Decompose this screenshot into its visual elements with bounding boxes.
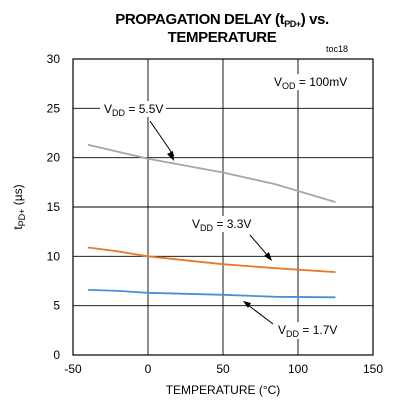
grid (73, 59, 373, 355)
annotation-arrowhead (167, 151, 174, 161)
series-line-1 (87, 246, 336, 273)
plot-area-border (72, 58, 374, 356)
tick-labels: -50 0 50 100 150 0 5 10 15 20 25 30 (47, 52, 384, 376)
annotation-arrowhead (264, 252, 272, 261)
y-tick-label: 10 (47, 249, 61, 263)
annotation-arrowhead (243, 301, 251, 308)
condition-label: VOD = 100mV (274, 75, 347, 91)
annotation-label: VDD = 1.7V (278, 323, 337, 339)
series-line-0 (87, 143, 336, 203)
annotation-arrow (247, 304, 274, 325)
annotation-label: VDD = 3.3V (192, 217, 251, 233)
x-axis-label: TEMPERATURE (°C) (166, 383, 281, 397)
y-axis-label: tPD+ (µs) (11, 184, 27, 229)
annotation-vdd-1v7: VDD = 1.7V (243, 301, 346, 339)
x-tick-label: 100 (288, 362, 308, 376)
y-tick-label: 30 (47, 52, 61, 66)
annotation-label: VDD = 5.5V (104, 102, 163, 118)
x-tick-label: 150 (363, 362, 383, 376)
y-tick-label: 20 (47, 151, 61, 165)
chart-title-line1: PROPAGATION DELAY (tPD+) vs. (115, 11, 329, 29)
x-tick-label: 0 (145, 362, 152, 376)
x-tick-label: 50 (216, 362, 230, 376)
annotation-bg (188, 216, 256, 232)
series-line-2 (87, 289, 336, 299)
y-tick-label: 0 (53, 348, 60, 362)
chart-title-line2: TEMPERATURE (168, 29, 277, 46)
annotation-vdd-3v3: VDD = 3.3V (188, 216, 272, 261)
y-tick-label: 5 (53, 299, 60, 313)
y-tick-label: 25 (47, 101, 61, 115)
figure-id: toc18 (326, 44, 348, 54)
annotation-arrow (249, 234, 269, 257)
series-lines (87, 143, 336, 299)
annotation-arrow (149, 120, 175, 157)
y-tick-label: 15 (47, 200, 61, 214)
condition-label-bg (268, 74, 360, 90)
x-tick-label: -50 (64, 362, 82, 376)
annotation-bg (100, 101, 166, 117)
annotation-bg (274, 322, 346, 339)
annotation-vdd-5v5: VDD = 5.5V (100, 101, 175, 161)
